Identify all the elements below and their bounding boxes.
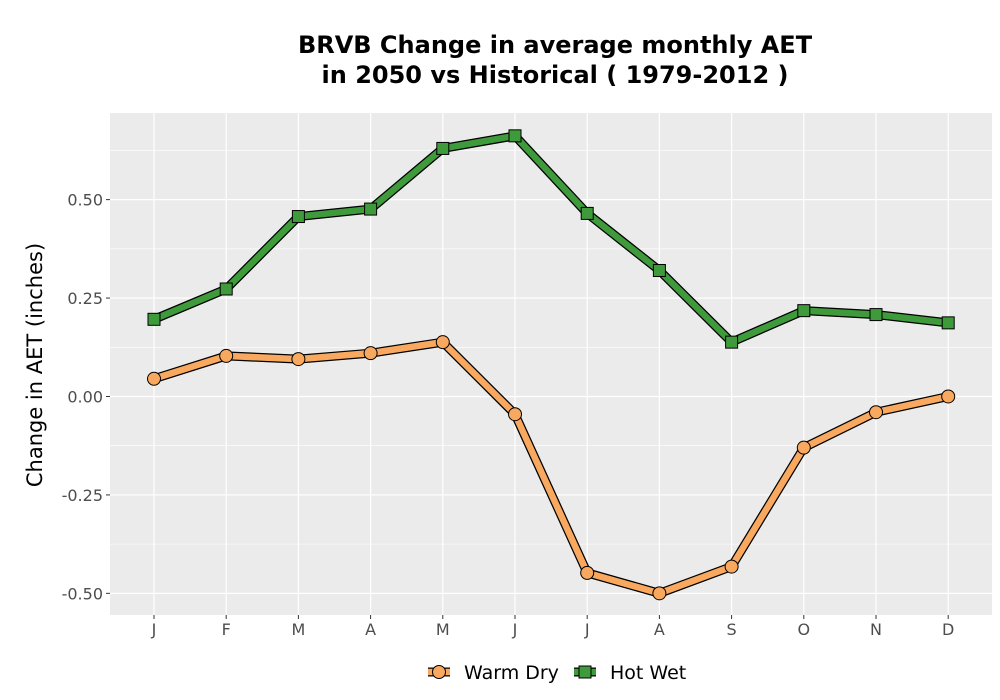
x-tick-label: N xyxy=(870,620,882,639)
x-tick-label: J xyxy=(584,620,590,639)
x-tick-label: F xyxy=(222,620,231,639)
series-layer xyxy=(147,129,956,601)
chart-title-line-2: in 2050 vs Historical ( 1979-2012 ) xyxy=(321,61,789,89)
x-tick-label: J xyxy=(512,620,518,639)
x-tick-label: A xyxy=(654,620,665,639)
plot-panel xyxy=(110,113,992,615)
chart-title: BRVB Change in average monthly AET in 20… xyxy=(110,30,1000,90)
minor-gridlines xyxy=(110,150,992,545)
data-point-0 xyxy=(796,440,811,455)
x-tick-label: A xyxy=(365,620,376,639)
data-point-1 xyxy=(219,282,233,296)
data-point-0 xyxy=(147,371,161,386)
legend: Warm Dry Hot Wet xyxy=(428,662,686,684)
legend-label: Hot Wet xyxy=(610,662,686,684)
y-tick-label: 0.50 xyxy=(67,191,103,210)
data-point-1 xyxy=(364,202,378,216)
data-point-0 xyxy=(580,565,595,580)
legend-key-marker xyxy=(578,665,592,679)
chart-title-line-1: BRVB Change in average monthly AET xyxy=(297,31,813,59)
y-tick-label: 0.25 xyxy=(67,289,103,308)
data-point-0 xyxy=(363,346,378,361)
series-line-1 xyxy=(150,132,952,346)
legend-label: Warm Dry xyxy=(464,662,559,684)
data-point-1 xyxy=(725,335,739,349)
data-point-0 xyxy=(508,407,522,422)
data-point-0 xyxy=(435,335,450,350)
y-tick-label: -0.50 xyxy=(62,584,103,603)
data-point-0 xyxy=(941,389,956,404)
x-tick-label: D xyxy=(942,620,954,639)
data-point-1 xyxy=(147,312,161,326)
data-point-0 xyxy=(219,348,234,363)
x-tick-label: M xyxy=(291,620,305,639)
data-point-1 xyxy=(869,308,883,322)
axis-layer: -0.50 -0.25 0.00 0.25 0.50 J F M A M J J A S O N D xyxy=(62,191,955,639)
x-tick-label: O xyxy=(798,620,811,639)
data-point-1 xyxy=(652,263,666,277)
x-tick-label: M xyxy=(436,620,450,639)
data-point-0 xyxy=(291,352,306,367)
data-point-1 xyxy=(580,206,594,220)
legend-key-marker xyxy=(432,665,446,679)
data-point-1 xyxy=(508,129,522,143)
data-point-0 xyxy=(652,586,667,601)
x-tick-label: S xyxy=(727,620,737,639)
data-point-0 xyxy=(869,405,883,420)
y-tick-label: -0.25 xyxy=(62,486,103,505)
series-line-0 xyxy=(150,338,952,597)
data-point-1 xyxy=(291,210,305,224)
data-point-0 xyxy=(724,559,739,574)
data-point-1 xyxy=(436,141,450,155)
data-point-1 xyxy=(797,304,811,318)
y-tick-label: 0.00 xyxy=(67,387,103,406)
x-tick-label: J xyxy=(151,620,157,639)
data-point-1 xyxy=(941,316,955,330)
